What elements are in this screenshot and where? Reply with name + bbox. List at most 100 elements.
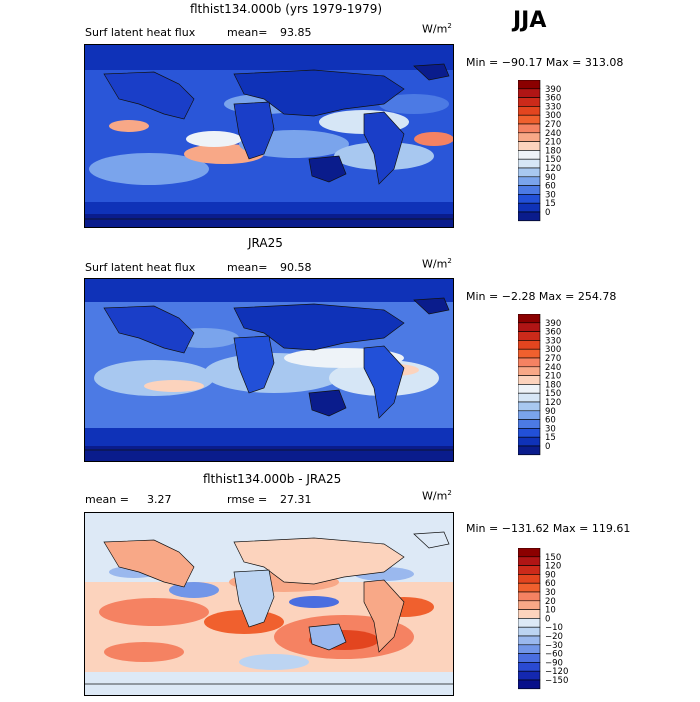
colorbar-tick-label: −10 <box>545 623 563 633</box>
panel-1-units: W/m2 <box>422 22 452 36</box>
colorbar-swatch <box>517 97 541 107</box>
panel-2-units: W/m2 <box>422 257 452 271</box>
panel-3-rmse-value: 27.31 <box>280 493 312 506</box>
colorbar-swatch <box>517 88 541 98</box>
colorbar-swatch <box>517 357 541 368</box>
colorbar-swatch <box>517 574 541 584</box>
colorbar-swatch <box>517 653 541 663</box>
colorbar-tick-label: 180 <box>545 380 561 390</box>
colorbar-swatch <box>517 644 541 654</box>
colorbar-swatch <box>517 679 541 690</box>
panel-1-mean-value: 93.85 <box>280 26 312 39</box>
panel-3-mean-label: mean = <box>85 493 129 506</box>
colorbar-tick-label: 360 <box>545 94 561 104</box>
colorbar-swatch <box>517 106 541 116</box>
colorbar-swatch <box>517 436 541 447</box>
colorbar-swatch <box>517 132 541 142</box>
colorbar-tick-label: 270 <box>545 354 561 364</box>
colorbar-tick-label: 0 <box>545 614 550 624</box>
colorbar-swatch <box>517 384 541 394</box>
colorbar-swatch <box>517 670 541 681</box>
panel-2-minmax: Min = −2.28 Max = 254.78 <box>466 290 617 303</box>
colorbar-swatch <box>517 626 541 637</box>
panel-3-minmax: Min = −131.62 Max = 119.61 <box>466 522 631 535</box>
colorbar-tick-label: 150 <box>545 553 561 563</box>
colorbar-tick-label: 390 <box>545 85 561 95</box>
panel-1-map <box>84 44 454 228</box>
colorbar-tick-label: 90 <box>545 173 556 183</box>
panel-1-variable-label: Surf latent heat flux <box>85 26 196 39</box>
colorbar-tick-label: 15 <box>545 199 556 209</box>
colorbar-tick-label: 120 <box>545 164 561 174</box>
colorbar-tick-label: 30 <box>545 588 556 598</box>
colorbar-tick-label: 60 <box>545 182 556 192</box>
colorbar-tick-label: 90 <box>545 570 556 580</box>
panel-2-mean-label: mean= <box>227 261 268 274</box>
colorbar-swatch <box>517 565 541 575</box>
colorbar-tick-label: 210 <box>545 138 561 148</box>
colorbar-swatch <box>517 340 541 350</box>
colorbar-swatch <box>517 167 541 178</box>
colorbar-tick-label: 210 <box>545 372 561 382</box>
colorbar-tick-label: 120 <box>545 562 561 572</box>
panel-3-colorbar: 150 120 90 60 30 20 10 0 −10 −20 −30 −60 −90 −120 −150 <box>517 547 588 702</box>
colorbar-tick-label: 390 <box>545 319 561 329</box>
colorbar-tick-label: −120 <box>545 667 568 677</box>
colorbar-swatch <box>517 600 541 610</box>
colorbar-tick-label: 20 <box>545 597 556 607</box>
colorbar-swatch <box>517 202 541 213</box>
colorbar-tick-label: 360 <box>545 328 561 338</box>
colorbar-tick-label: 120 <box>545 398 561 408</box>
colorbar-tick-label: 330 <box>545 336 561 346</box>
season-label: JJA <box>513 8 547 33</box>
colorbar-tick-label: −30 <box>545 641 563 651</box>
colorbar-tick-label: 30 <box>545 424 556 434</box>
colorbar-swatch <box>517 582 541 593</box>
colorbar-tick-label: 15 <box>545 433 556 443</box>
colorbar-swatch <box>517 428 541 438</box>
colorbar-tick-label: 30 <box>545 190 556 200</box>
colorbar-swatch <box>517 322 541 332</box>
panel-3-title: flthist134.000b - JRA25 <box>203 472 342 486</box>
colorbar-tick-label: 150 <box>545 389 561 399</box>
colorbar-swatch <box>517 556 541 566</box>
colorbar-tick-label: 60 <box>545 416 556 426</box>
panel-2-title: JRA25 <box>248 236 283 250</box>
colorbar-swatch <box>517 375 541 385</box>
colorbar-tick-label: 150 <box>545 155 561 165</box>
colorbar-swatch <box>517 194 541 204</box>
colorbar-swatch <box>517 211 541 222</box>
colorbar-tick-label: 240 <box>545 129 561 139</box>
colorbar-swatch <box>517 662 541 672</box>
colorbar-tick-label: 10 <box>545 606 556 616</box>
colorbar-swatch <box>517 445 541 456</box>
colorbar-tick-label: 300 <box>545 345 561 355</box>
colorbar-swatch <box>517 401 541 412</box>
panel-2-map <box>84 278 454 462</box>
colorbar-swatch <box>517 185 541 195</box>
colorbar-swatch <box>517 79 541 90</box>
colorbar-tick-label: 270 <box>545 120 561 130</box>
colorbar-tick-label: −90 <box>545 658 563 668</box>
colorbar-tick-label: 0 <box>545 442 550 452</box>
colorbar-swatch <box>517 348 541 359</box>
colorbar-tick-label: 0 <box>545 208 550 218</box>
panel-1-mean-label: mean= <box>227 26 268 39</box>
colorbar-tick-label: 180 <box>545 146 561 156</box>
colorbar-swatch <box>517 331 541 341</box>
panel-3-mean-value: 3.27 <box>147 493 172 506</box>
colorbar-swatch <box>517 366 541 376</box>
colorbar-swatch <box>517 158 541 169</box>
panel-1-minmax: Min = −90.17 Max = 313.08 <box>466 56 624 69</box>
colorbar-swatch <box>517 313 541 324</box>
panel-2-variable-label: Surf latent heat flux <box>85 261 196 274</box>
colorbar-swatch <box>517 141 541 151</box>
panel-3-rmse-label: rmse = <box>227 493 268 506</box>
panel-3-units: W/m2 <box>422 489 452 503</box>
colorbar-swatch <box>517 635 541 646</box>
colorbar-tick-label: 90 <box>545 407 556 417</box>
colorbar-tick-label: 240 <box>545 363 561 373</box>
panel-3-map <box>84 512 454 696</box>
colorbar-swatch <box>517 609 541 619</box>
colorbar-swatch <box>517 176 541 186</box>
